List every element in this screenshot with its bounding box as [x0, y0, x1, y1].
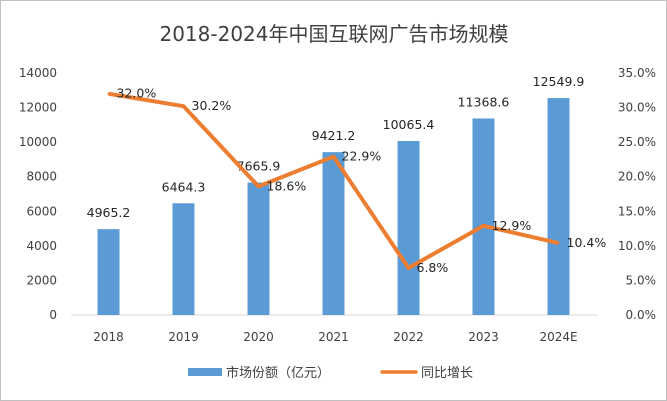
y-right-tick-label: 35.0%: [618, 66, 656, 80]
y-left-tick-label: 4000: [26, 239, 57, 253]
bar-value-label: 12549.9: [533, 74, 585, 89]
bar-value-label: 7665.9: [237, 158, 281, 173]
legend-bar-swatch: [188, 368, 222, 376]
legend: 市场份额（亿元） 同比增长: [188, 365, 473, 381]
bar-2021: [322, 152, 345, 315]
growth-point: [182, 105, 185, 108]
legend-line-label: 同比增长: [421, 366, 473, 381]
growth-point: [332, 155, 335, 158]
bar-2022: [397, 141, 420, 315]
bar-2024E: [547, 98, 570, 316]
bar-2023: [472, 118, 495, 315]
bar-2019: [172, 203, 195, 315]
y-left-tick-label: 6000: [26, 204, 57, 218]
growth-value-label: 18.6%: [267, 178, 307, 193]
growth-point: [107, 92, 110, 95]
growth-point: [482, 224, 485, 227]
growth-point: [257, 185, 260, 188]
y-right-tick-label: 0.0%: [626, 308, 657, 322]
y-left-tick-label: 14000: [19, 66, 57, 80]
y-left-tick-label: 12000: [19, 101, 57, 115]
y-left-tick-label: 2000: [26, 273, 57, 287]
x-tick-label: 2021: [318, 330, 349, 344]
growth-value-label: 22.9%: [342, 149, 382, 164]
y-left-tick-label: 0: [49, 308, 57, 322]
growth-value-label: 12.9%: [492, 218, 532, 233]
y-right-tick-label: 5.0%: [626, 273, 657, 287]
x-tick-label: 2018: [93, 330, 124, 344]
x-tick-label: 2023: [468, 330, 499, 344]
y-right-tick-label: 20.0%: [618, 170, 656, 184]
y-right-tick-label: 30.0%: [618, 101, 656, 115]
x-tick-label: 2022: [393, 330, 424, 344]
y-right-tick-label: 25.0%: [618, 135, 656, 149]
bar-2018: [97, 229, 120, 315]
bar-value-label: 11368.6: [458, 94, 510, 109]
y-left-tick-label: 8000: [26, 170, 57, 184]
y-left-tick-label: 10000: [19, 135, 57, 149]
growth-point: [407, 266, 410, 269]
legend-bar-label: 市场份额（亿元）: [226, 365, 330, 381]
bar-value-label: 9421.2: [312, 128, 356, 143]
x-tick-label: 2024E: [539, 330, 577, 344]
growth-point: [557, 242, 560, 245]
growth-value-label: 10.4%: [567, 235, 607, 250]
chart-title: 2018-2024年中国互联网广告市场规模: [159, 22, 508, 46]
bar-2020: [247, 182, 270, 315]
growth-value-label: 32.0%: [117, 86, 157, 101]
x-tick-label: 2020: [243, 330, 274, 344]
growth-value-label: 30.2%: [192, 98, 232, 113]
growth-value-label: 6.8%: [417, 260, 449, 275]
bar-value-label: 6464.3: [162, 179, 206, 194]
y-right-tick-label: 15.0%: [618, 204, 656, 218]
y-right-tick-label: 10.0%: [618, 239, 656, 253]
bar-value-label: 4965.2: [87, 205, 131, 220]
bar-value-label: 10065.4: [383, 117, 435, 132]
x-tick-label: 2019: [168, 330, 199, 344]
